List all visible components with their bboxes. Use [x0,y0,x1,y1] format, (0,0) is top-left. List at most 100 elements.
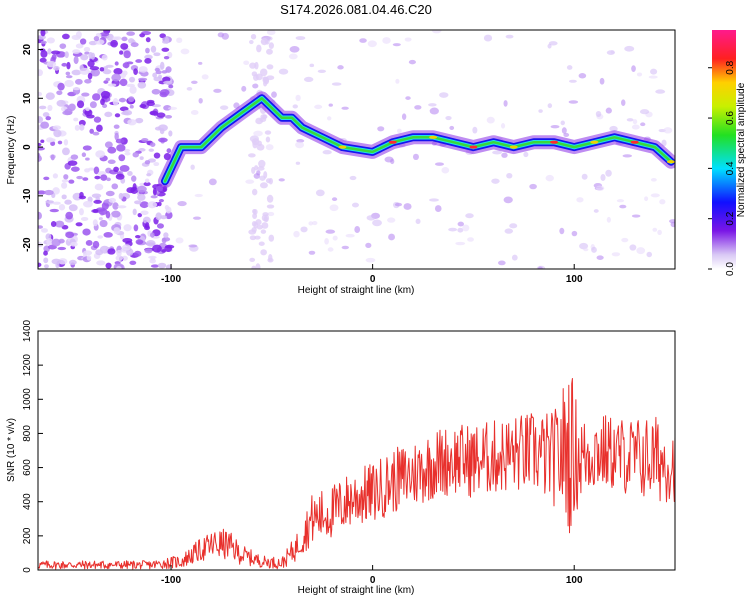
noise-speck [166,148,172,154]
noise-speck [142,216,151,224]
noise-speck [538,109,543,113]
spectrogram-ytick-label: 0 [22,144,33,150]
noise-speck [92,93,101,101]
noise-speck [650,68,658,75]
noise-speck [72,49,81,54]
noise-speck [83,46,91,52]
noise-speck [132,151,139,158]
snr-xtick-label: 100 [566,575,583,586]
noise-speck [82,228,91,236]
noise-speck [429,107,439,115]
noise-speck [384,156,394,163]
ridge-hot-spot [550,140,559,144]
noise-speck [221,32,229,40]
noise-speck [632,119,638,125]
noise-speck [271,91,277,98]
noise-speck [191,80,198,85]
noise-speck [45,116,52,121]
noise-speck [243,60,250,66]
noise-speck [180,48,190,55]
snr-ytick-label: 800 [22,425,33,442]
noise-speck [146,173,152,177]
noise-speck [401,113,407,120]
noise-speck [188,244,198,248]
noise-speck [99,245,110,254]
noise-speck [76,100,85,109]
noise-speck [161,70,168,74]
noise-speck [138,77,148,81]
noise-speck [98,217,103,221]
spectrogram-ylabel: Frequency (Hz) [6,116,17,185]
noise-speck [44,189,54,196]
noise-speck [599,77,605,85]
noise-speck [176,37,183,44]
noise-speck [137,212,143,218]
noise-speck [155,212,162,221]
noise-speck [266,194,274,203]
noise-speck [503,100,508,107]
noise-speck [621,99,626,106]
noise-speck [455,241,466,246]
noise-speck [93,199,102,204]
snr-ytick-label: 1400 [22,319,33,342]
noise-speck [147,201,158,209]
noise-speck [303,76,314,83]
noise-speck [38,211,42,220]
noise-speck [79,208,84,216]
noise-speck [113,166,119,172]
noise-speck [43,264,49,269]
noise-speck [663,127,673,134]
noise-speck [58,258,68,265]
noise-speck [252,140,258,149]
noise-speck [595,110,602,118]
noise-speck [253,130,263,137]
noise-speck [106,177,111,182]
noise-speck [497,260,506,266]
noise-speck [500,123,506,129]
noise-speck [354,226,361,233]
noise-speck [149,110,159,116]
noise-speck [144,160,151,165]
noise-speck [626,118,634,122]
noise-speck [159,128,165,135]
noise-speck [137,81,147,89]
noise-speck [241,85,247,92]
noise-speck [119,72,127,79]
colorbar-tick-label: 0.4 [725,161,736,175]
noise-speck [609,125,618,132]
noise-speck [114,36,122,41]
noise-speck [168,130,173,137]
noise-speck [255,117,263,125]
snr-xtick-label: -100 [161,575,181,586]
noise-speck [128,96,135,103]
noise-speck [153,76,162,82]
noise-speck [118,154,126,162]
ridge-hot-spot [338,145,347,149]
noise-speck [105,262,112,269]
noise-speck [548,41,558,46]
noise-speck [569,79,577,83]
noise-speck [251,265,257,269]
noise-speck [491,178,500,184]
noise-speck [81,92,90,97]
noise-speck [70,154,79,160]
noise-speck [38,262,42,268]
colorbar-tick-label: 0.0 [725,262,736,276]
noise-speck [392,43,401,47]
noise-speck [62,110,73,116]
noise-speck [61,179,69,183]
noise-speck [190,110,199,115]
noise-speck [93,36,100,42]
noise-speck [428,103,437,107]
snr-ytick-label: 0 [22,567,33,573]
noise-speck [118,97,127,103]
noise-speck [114,132,119,141]
noise-speck [64,51,69,59]
noise-speck [659,199,666,205]
noise-speck [141,138,149,142]
noise-speck [636,72,643,77]
noise-speck [505,34,514,39]
noise-speck [257,166,265,171]
noise-speck [41,228,48,233]
